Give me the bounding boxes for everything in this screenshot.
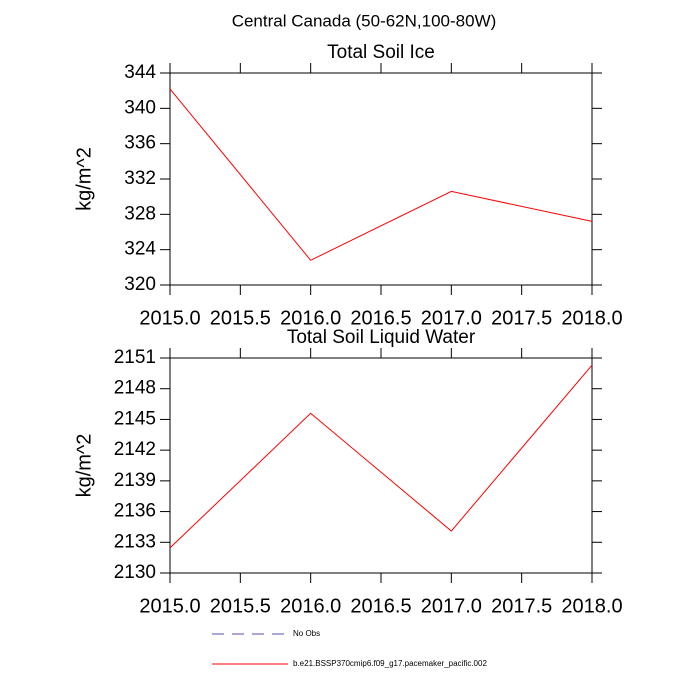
x-tick-label: 2016.5 [350, 595, 411, 617]
y-tick-label: 2148 [114, 378, 156, 399]
plot-frame [169, 357, 593, 574]
data-line [169, 364, 593, 549]
y-tick-label: 2133 [114, 531, 156, 552]
y-tick-label: 320 [124, 274, 156, 295]
y-tick-label: 2130 [114, 562, 156, 583]
y-tick-label: 336 [124, 133, 156, 154]
x-tick-label: 2017.5 [491, 595, 552, 617]
x-tick-label: 2016.0 [280, 595, 341, 617]
x-tick-label: 2015.0 [139, 307, 200, 329]
y-tick-label: 2139 [114, 470, 156, 491]
y-tick-label: 2136 [114, 501, 156, 522]
y-tick-label: 2145 [114, 408, 156, 429]
chart-title: Total Soil Ice [327, 42, 435, 63]
x-tick-label: 2015.5 [210, 307, 271, 329]
figure-title: Central Canada (50-62N,100-80W) [232, 11, 497, 30]
x-tick-label: 2018.0 [561, 595, 622, 617]
x-tick-label: 2015.5 [210, 595, 271, 617]
y-axis-label: kg/m^2 [73, 147, 95, 211]
x-tick-label: 2016.0 [280, 307, 341, 329]
data-line [169, 88, 593, 261]
y-tick-label: 332 [124, 168, 156, 189]
y-tick-label: 344 [124, 62, 156, 83]
x-tick-label: 2018.0 [561, 307, 622, 329]
y-tick-label: 328 [124, 203, 156, 224]
x-tick-label: 2017.0 [421, 595, 482, 617]
x-tick-label: 2015.0 [139, 595, 200, 617]
y-tick-label: 2142 [114, 439, 156, 460]
chart-title: Total Soil Liquid Water [287, 327, 476, 348]
y-axis-label: kg/m^2 [73, 434, 95, 498]
y-tick-label: 340 [124, 97, 156, 118]
y-tick-label: 324 [124, 239, 156, 260]
y-tick-label: 2151 [114, 347, 156, 368]
legend-label: No Obs [293, 629, 320, 638]
legend-label: b.e21.BSSP370cmip6.f09_g17.pacemaker_pac… [293, 659, 487, 668]
x-tick-label: 2017.0 [421, 307, 482, 329]
x-tick-label: 2016.5 [350, 307, 411, 329]
plot-frame [169, 72, 593, 286]
x-tick-label: 2017.5 [491, 307, 552, 329]
